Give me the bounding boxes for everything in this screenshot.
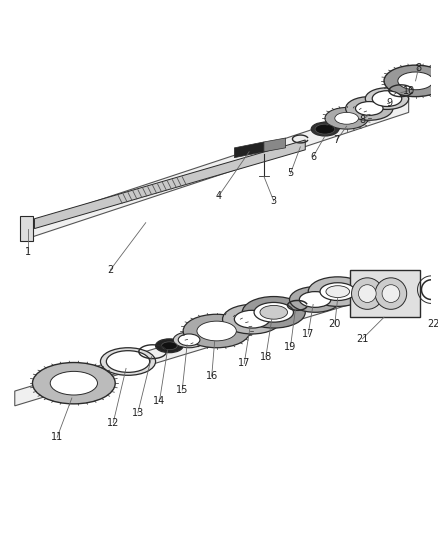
Text: 1: 1	[25, 247, 31, 257]
Text: 7: 7	[334, 135, 340, 145]
Text: 4: 4	[215, 191, 222, 201]
Text: 22: 22	[427, 319, 438, 329]
Polygon shape	[264, 138, 286, 152]
Polygon shape	[35, 140, 305, 229]
Ellipse shape	[308, 277, 367, 306]
Ellipse shape	[197, 321, 237, 341]
Ellipse shape	[223, 304, 282, 334]
Text: 12: 12	[107, 417, 120, 427]
Polygon shape	[15, 272, 409, 406]
Text: 15: 15	[176, 385, 188, 395]
Text: 11: 11	[51, 432, 63, 442]
Polygon shape	[21, 98, 409, 240]
Ellipse shape	[183, 314, 250, 348]
Ellipse shape	[290, 287, 341, 312]
Ellipse shape	[178, 334, 200, 346]
Ellipse shape	[382, 285, 400, 302]
Ellipse shape	[326, 286, 350, 297]
Ellipse shape	[162, 342, 177, 350]
Text: 20: 20	[328, 319, 341, 329]
Ellipse shape	[372, 91, 402, 107]
Text: 2: 2	[107, 265, 113, 275]
Text: 6: 6	[310, 152, 316, 161]
Text: 10: 10	[403, 86, 415, 96]
Ellipse shape	[234, 310, 270, 328]
Ellipse shape	[365, 88, 409, 109]
Ellipse shape	[100, 348, 155, 375]
Bar	[20, 216, 33, 241]
Ellipse shape	[398, 72, 433, 90]
Text: 13: 13	[132, 408, 144, 418]
Text: 21: 21	[356, 334, 368, 344]
Text: 3: 3	[271, 196, 277, 206]
Text: 17: 17	[238, 359, 251, 368]
Ellipse shape	[325, 108, 368, 129]
Ellipse shape	[384, 65, 438, 96]
Text: 18: 18	[260, 352, 272, 361]
Ellipse shape	[320, 282, 356, 301]
Text: 8: 8	[415, 63, 421, 73]
Ellipse shape	[311, 122, 339, 136]
Text: 5: 5	[287, 168, 293, 179]
Text: 16: 16	[205, 372, 218, 381]
Ellipse shape	[352, 278, 383, 309]
Text: 17: 17	[302, 329, 314, 339]
Polygon shape	[234, 142, 264, 158]
Text: 9: 9	[386, 98, 392, 108]
Ellipse shape	[155, 339, 183, 353]
Ellipse shape	[346, 96, 393, 120]
Ellipse shape	[356, 102, 383, 115]
Ellipse shape	[358, 285, 376, 302]
Ellipse shape	[106, 351, 150, 373]
Ellipse shape	[260, 305, 287, 319]
Bar	[350, 270, 420, 317]
Ellipse shape	[32, 362, 115, 404]
Ellipse shape	[242, 296, 305, 328]
Text: 19: 19	[284, 342, 297, 352]
Text: 14: 14	[153, 396, 166, 406]
Ellipse shape	[173, 332, 205, 348]
Ellipse shape	[375, 278, 407, 309]
Ellipse shape	[299, 292, 331, 308]
Ellipse shape	[315, 124, 335, 134]
Ellipse shape	[254, 302, 293, 322]
Ellipse shape	[335, 112, 358, 124]
Text: 8: 8	[359, 115, 365, 125]
Ellipse shape	[50, 372, 98, 395]
